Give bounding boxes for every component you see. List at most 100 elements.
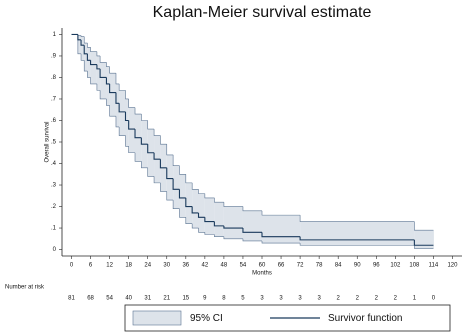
survival-step [147,144,155,154]
ci-edge [172,154,180,166]
ci-band [173,165,180,209]
legend-label: 95% CI [190,313,223,324]
legend-label: Survivor function [328,313,402,324]
x-tick-label: 108 [409,263,420,269]
ci-edge [204,193,215,199]
x-tick-label: 6 [89,263,93,269]
ci-edge [223,202,243,207]
ci-edge [179,208,186,218]
ci-band [100,62,107,99]
at-risk-value: 3 [298,296,302,302]
survival-step [118,103,126,113]
at-risk-value: 0 [432,296,436,302]
ci-band [90,51,97,84]
ci-band [204,197,215,235]
ci-edge [179,165,186,175]
ci-edge [80,53,85,61]
at-risk-value: 81 [68,296,75,302]
survival-step [140,137,148,145]
ci-edge [109,105,116,117]
ci-band [179,174,186,218]
survival-step [128,120,136,130]
x-tick-label: 42 [202,263,209,269]
ci-band [242,210,262,241]
survival-step [153,152,161,160]
survival-step [242,228,262,233]
ci-edge [109,66,116,74]
ci-edge [214,197,224,203]
ci-edge [83,60,88,72]
survival-step [109,83,116,94]
ci-band [198,193,205,233]
ci-edge [191,182,199,190]
ci-edge [198,228,205,233]
ci-band [262,215,301,244]
ci-band [223,206,243,239]
ci-edge [261,240,301,244]
ci-edge [118,83,126,91]
at-risk-value: 3 [279,296,283,302]
y-tick-label: .5 [51,140,57,146]
ci-band [106,66,110,106]
ci-edge [125,90,129,100]
survival-step [96,64,101,70]
at-risk-value: 3 [317,296,321,302]
x-tick-label: 78 [316,263,323,269]
at-risk-value: 2 [356,296,360,302]
ci-band [96,55,101,91]
at-risk-value: 40 [125,296,132,302]
ci-band [414,230,434,249]
chart-title: Kaplan-Meier survival estimate [153,4,372,21]
ci-edge [299,215,415,222]
at-risk-value: 1 [413,296,417,302]
ci-edge [414,221,434,231]
x-tick-label: 54 [240,263,247,269]
survival-step [115,92,120,104]
survival-step [90,60,97,66]
ci-band [119,90,126,136]
survival-step [213,221,224,227]
ci-edge [153,176,161,184]
at-risk-value: 3 [260,296,264,302]
ci-edge [172,200,180,209]
ci-edge [242,238,262,242]
ci-edge [115,116,120,128]
ci-edge [90,77,97,85]
ci-edge [118,126,126,136]
ci-band [300,221,415,246]
ci-edge [80,35,85,37]
survival-step [80,39,85,46]
x-tick-label: 60 [259,263,266,269]
ci-edge [160,135,167,145]
survival-step [261,232,301,238]
ci-band [77,35,82,54]
ci-edge [185,217,193,225]
ci-edge [153,129,161,136]
x-tick-label: 84 [335,263,342,269]
x-tick-label: 102 [390,263,401,269]
ci-edge [141,161,148,169]
ci-band [125,98,129,147]
ci-edge [99,90,107,100]
ci-edge [198,189,205,194]
ci-edge [99,55,107,63]
at-risk-value: 15 [182,296,189,302]
survival-step [413,239,434,246]
ci-edge [77,34,82,55]
x-tick-label: 120 [447,263,458,269]
y-tick-label: 0 [53,247,57,253]
y-tick-label: .3 [51,183,57,189]
y-axis-label: Overall survival [45,121,51,162]
ci-edge [115,73,120,85]
survival-step [172,178,180,190]
y-tick-label: .6 [51,118,57,124]
x-tick-label: 36 [182,263,189,269]
ci-edge [134,107,142,115]
ci-edge [242,206,262,212]
ci-edge [166,191,174,201]
survival-step [99,68,107,79]
y-tick-label: .4 [51,161,57,167]
ci-band [115,83,120,127]
y-tick-label: 1 [53,32,57,38]
at-risk-value: 31 [144,296,151,302]
